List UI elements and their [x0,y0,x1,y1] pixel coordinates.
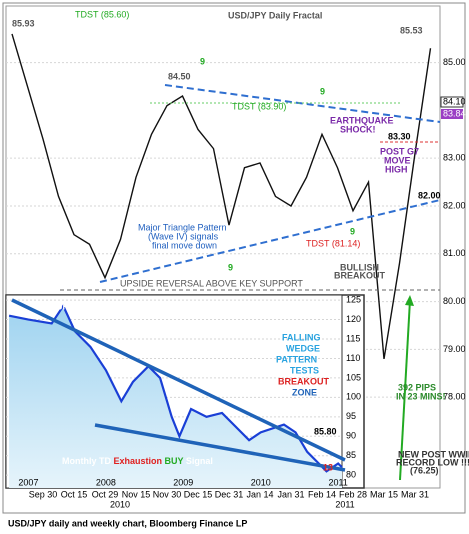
annotation: ZONE [292,387,317,397]
y-tick-label: 80.00 [443,296,466,306]
annotation: HIGH [385,164,408,174]
x-tick-label: Jan 14 [246,489,273,499]
y-tick-label: 110 [346,353,360,363]
annotation: EARTHQUAKE [330,115,394,125]
arrowhead [405,295,414,306]
annotation: NEW POST WWII [398,449,469,459]
annotation: 9 [200,56,205,66]
triangle-bottom [99,199,441,283]
annotation: WEDGE [286,343,320,353]
rally-arrow [399,299,411,481]
annotation: 13 [323,462,333,472]
price-line [11,33,432,360]
annotation: (76.25) [410,465,439,475]
annotation: 83.30 [388,131,411,141]
annotation: TDST (85.60) [75,9,129,19]
x-tick-label: Feb 14 [308,489,336,499]
annotation: final move down [152,240,217,250]
x-tick-label: Jan 31 [277,489,304,499]
y-tick-label: 79.00 [443,344,466,354]
annotation: 84.10 [443,96,466,106]
y-tick-label: 81.00 [443,248,466,258]
y-tick-label: 85.00 [443,57,466,67]
y-tick-label: 78.00 [443,392,466,402]
wedge-top [11,298,346,462]
x-tick-label: Dec 15 [184,489,213,499]
annotation: POST G7 [380,146,419,156]
x-tick-label: 2010 [251,477,271,487]
annotation: 85.53 [400,25,423,35]
annotation: TESTS [290,365,319,375]
y-tick-label: 83.00 [443,153,466,163]
inset-title: USD/JPY Weekly (2007 – 2011) [36,301,166,311]
annotation: Signal [183,456,213,466]
annotation: 9 [350,226,355,236]
y-tick-label: 105 [346,372,361,382]
x-tick-label: 2007 [18,477,38,487]
y-tick-label: 120 [346,314,361,324]
annotation: 9 [320,86,325,96]
annotation: 392 PIPS [398,382,436,392]
year-label: 2011 [335,499,354,509]
annotation: 82.00 [418,190,441,200]
annotation: RECORD LOW !!! [396,457,469,467]
wedge-bottom [94,423,346,472]
annotation: Major Triangle Pattern [138,222,227,232]
annotation: BUY [165,456,184,466]
x-tick-label: Oct 15 [61,489,88,499]
x-tick-label: 2008 [96,477,116,487]
annotation: SHOCK! [340,124,376,134]
x-tick-label: Nov 15 [122,489,151,499]
annotation: BREAKOUT [334,270,386,280]
annotation: UPSIDE REVERSAL ABOVE KEY SUPPORT [120,278,303,288]
y-tick-label: 82.00 [443,200,466,210]
annotation: Monthly TD [62,456,114,466]
caption: USD/JPY daily and weekly chart, Bloomber… [8,518,247,528]
y-tick-label: 95 [346,411,356,421]
annotation: MOVE [384,155,411,165]
annotation: 83.84 [443,108,466,118]
y-tick-label: 125 [346,294,361,304]
y-tick-label: 80 [346,470,356,480]
x-tick-label: Mar 31 [401,489,429,499]
annotation: BULLISH [340,262,379,272]
annotation: 85.80 [314,426,337,436]
y-tick-label: 85 [346,450,356,460]
year-label: 2010 [110,499,130,509]
x-tick-label: Dec 31 [215,489,244,499]
annotation: 9 [228,262,233,272]
x-tick-label: Oct 29 [92,489,119,499]
x-tick-label: Feb 28 [339,489,367,499]
annotation: 85.93 [12,18,35,28]
annotation: BREAKOUT [278,376,330,386]
annotation: (Wave IV) signals [148,231,219,241]
annotation: IN 23 MINS! [396,391,446,401]
x-tick-label: Nov 30 [153,489,182,499]
y-tick-label: 100 [346,392,361,402]
x-tick-label: 2009 [173,477,193,487]
annotation: 84.50 [168,71,191,81]
x-tick-label: Mar 15 [370,489,398,499]
chart-title: USD/JPY Daily Fractal [228,10,322,20]
price-box [441,109,463,119]
x-tick-label: Sep 30 [29,489,58,499]
y-tick-label: 115 [346,333,360,343]
annotation: TDST (81.14) [306,238,360,248]
weekly-chart: 80 85 90 95 100 105 110 115 120 125 2007 2008 2009 20… [5,294,365,489]
x-tick-label: 2011 [328,477,347,487]
annotation: PATTERN [276,354,317,364]
annotation: FALLING [282,332,321,342]
annotation: Exhaustion [114,456,165,466]
y-tick-label: 90 [346,431,356,441]
price-line [8,303,343,473]
annotation: Monthly TD Exhaustion BUY Signal [62,456,213,466]
price-box [440,96,464,108]
annotation: TDST (83.90) [232,101,286,111]
